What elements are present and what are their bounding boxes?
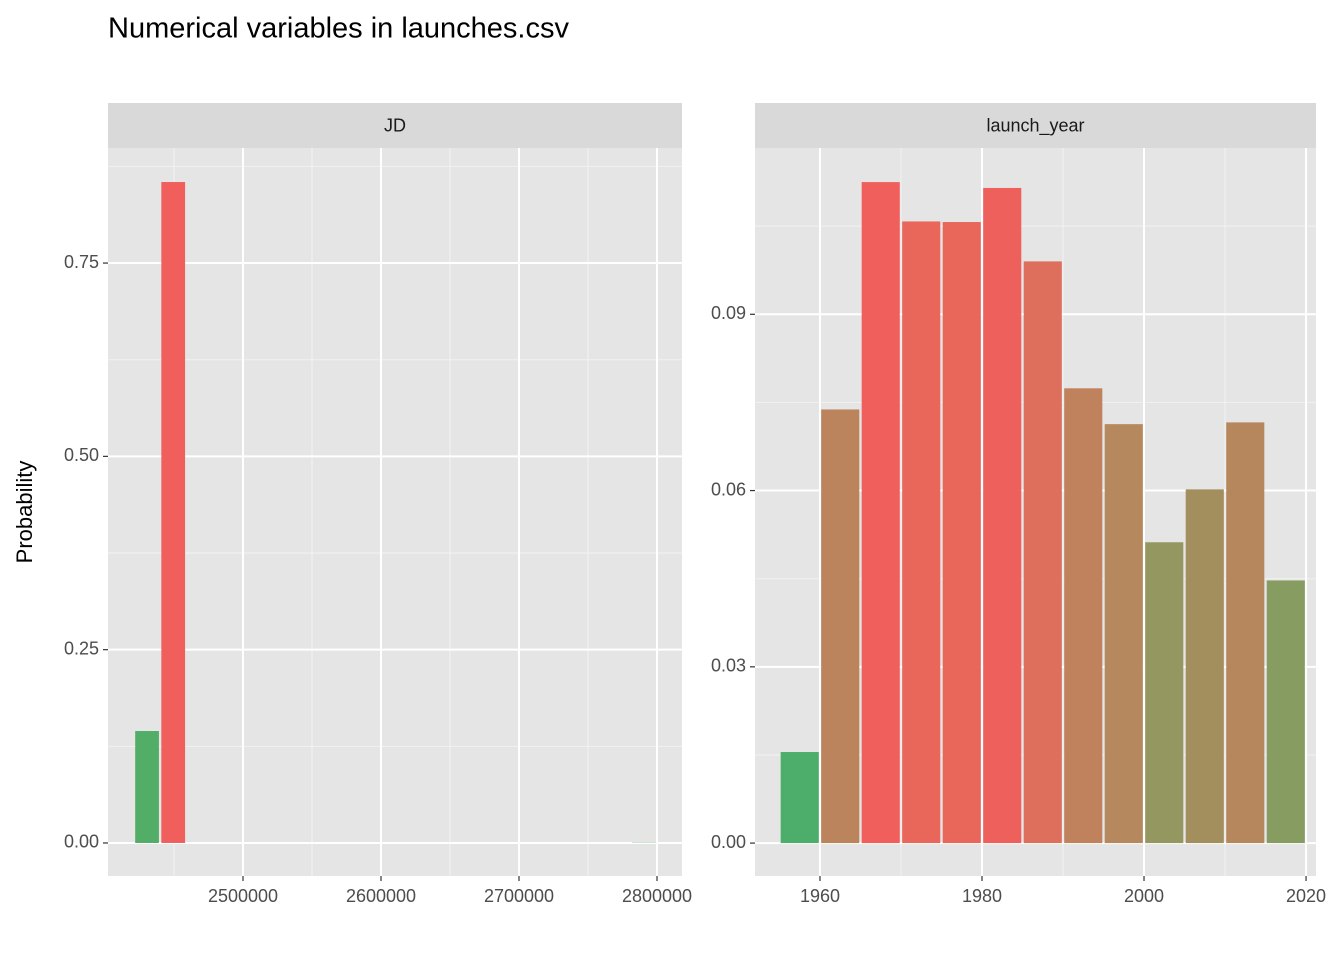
y-tick-label: 0.75 [64, 252, 99, 272]
bar [1226, 422, 1265, 844]
bar [780, 752, 819, 844]
bar [861, 182, 900, 844]
x-tick-label: 2000 [1124, 886, 1164, 906]
x-tick-label: 2600000 [346, 886, 416, 906]
bar [821, 409, 860, 844]
y-tick-label: 0.03 [711, 656, 746, 676]
bar [161, 182, 186, 843]
bar [942, 222, 981, 844]
strip-background [755, 103, 1316, 148]
y-tick-label: 0.00 [711, 832, 746, 852]
bar [983, 187, 1022, 844]
bar [1266, 580, 1305, 844]
x-tick-label: 2500000 [208, 886, 278, 906]
x-tick-label: 1960 [800, 886, 840, 906]
x-tick-label: 1980 [962, 886, 1002, 906]
x-tick-label: 2800000 [622, 886, 692, 906]
y-tick-label: 0.00 [64, 832, 99, 852]
y-tick-label: 0.06 [711, 479, 746, 499]
panel-background [108, 148, 682, 876]
bar [1064, 388, 1103, 844]
bar [1104, 424, 1143, 844]
y-tick-label: 0.25 [64, 638, 99, 658]
x-tick-label: 2020 [1286, 886, 1326, 906]
strip-background [108, 103, 682, 148]
bar [135, 731, 159, 843]
strip-label: launch_year [986, 115, 1084, 136]
bar [902, 221, 941, 844]
strip-label: JD [384, 115, 406, 135]
y-tick-label: 0.09 [711, 303, 746, 323]
bar [1023, 261, 1062, 844]
bar [1185, 489, 1224, 844]
chart-title: Numerical variables in launches.csv [108, 13, 569, 45]
x-tick-label: 2700000 [484, 886, 554, 906]
y-axis-label: Probability [12, 461, 37, 564]
y-tick-label: 0.50 [64, 445, 99, 465]
bar [1145, 542, 1184, 844]
